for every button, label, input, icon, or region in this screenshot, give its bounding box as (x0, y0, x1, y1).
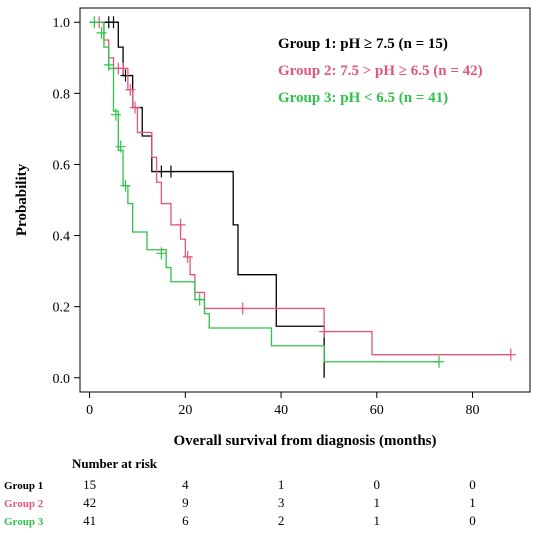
censor-mark-group-1 (165, 165, 176, 178)
axes: 0 20 40 60 80 0.0 0.2 0.4 0.6 0.8 1.0 (53, 7, 531, 418)
risk-count: 0 (374, 477, 381, 492)
risk-count: 1 (469, 495, 476, 510)
risk-row-label: Group 1 (4, 480, 43, 492)
series-lines (89, 16, 516, 378)
censor-mark-group-2 (118, 62, 129, 75)
risk-count: 1 (278, 477, 285, 492)
risk-count: 15 (83, 477, 96, 492)
risk-count: 0 (469, 477, 476, 492)
risk-count: 9 (182, 495, 189, 510)
risk-count: 0 (469, 513, 476, 528)
censor-mark-group-3 (194, 293, 205, 306)
censor-mark-group-3 (110, 108, 121, 121)
censor-mark-group-3 (156, 247, 167, 260)
x-tick-label: 40 (274, 403, 288, 418)
y-tick-label: 0.8 (53, 87, 71, 102)
censor-mark-group-2 (125, 83, 136, 96)
x-tick-label: 80 (466, 403, 480, 418)
legend-entry-group-2: Group 2: 7.5 > pH ≥ 6.5 (n = 42) (278, 63, 483, 79)
censor-mark-group-3 (96, 26, 107, 39)
y-tick-label: 0.0 (53, 372, 71, 387)
risk-count: 4 (182, 477, 189, 492)
censor-mark-group-3 (103, 58, 114, 71)
x-axis-title: Overall survival from diagnosis (months) (173, 433, 436, 449)
censor-mark-group-3 (120, 179, 131, 192)
number-at-risk-header: Number at risk (72, 456, 158, 471)
series-line-group-2 (89, 21, 511, 356)
risk-count: 1 (374, 513, 381, 528)
censor-mark-group-1 (156, 165, 167, 178)
risk-row-label: Group 2 (4, 498, 44, 510)
risk-count: 42 (83, 495, 96, 510)
plot-frame (79, 7, 531, 393)
risk-count: 41 (83, 513, 96, 528)
legend-entry-group-1: Group 1: pH ≥ 7.5 (n = 15) (278, 36, 448, 52)
censor-mark-group-3 (434, 355, 445, 368)
censor-mark-group-2 (182, 250, 193, 263)
legend-entry-group-3: Group 3: pH < 6.5 (n = 41) (278, 90, 448, 106)
y-tick-label: 0.6 (53, 158, 71, 173)
censor-mark-group-2 (319, 325, 330, 338)
risk-count: 3 (278, 495, 285, 510)
series-line-group-3 (89, 21, 440, 363)
legend: Group 1: pH ≥ 7.5 (n = 15) Group 2: 7.5 >… (278, 36, 483, 106)
censor-mark-group-1 (108, 16, 119, 29)
censor-mark-group-2 (505, 348, 516, 361)
risk-count: 6 (182, 513, 189, 528)
risk-row-label: Group 3 (4, 516, 44, 528)
x-tick-label: 20 (178, 403, 192, 418)
y-tick-label: 0.4 (53, 230, 71, 245)
x-tick-label: 0 (86, 403, 93, 418)
censor-mark-group-2 (175, 218, 186, 231)
y-axis-title: Probability (14, 163, 30, 236)
risk-count: 1 (374, 495, 381, 510)
censor-mark-group-2 (237, 302, 248, 315)
censor-mark-group-3 (89, 16, 100, 29)
censor-mark-group-2 (130, 101, 141, 114)
censor-mark-group-3 (115, 140, 126, 153)
risk-count: 2 (278, 513, 285, 528)
x-tick-label: 60 (370, 403, 384, 418)
y-tick-label: 0.2 (53, 301, 71, 316)
y-tick-label: 1.0 (53, 16, 71, 31)
censor-mark-group-1 (120, 69, 131, 82)
